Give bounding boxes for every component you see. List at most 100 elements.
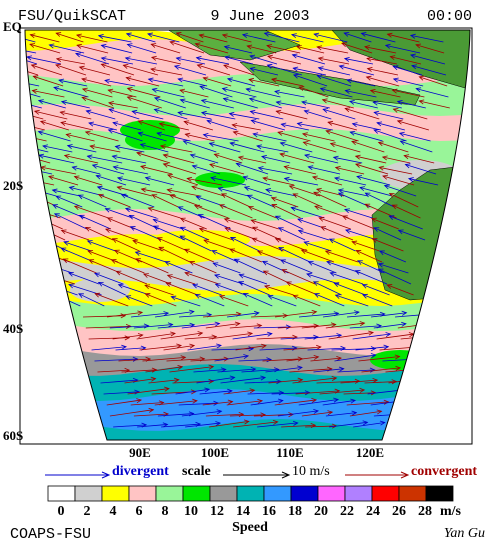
wind-vector	[82, 88, 113, 98]
wind-vector	[127, 87, 161, 98]
wind-arrowhead	[274, 89, 280, 95]
wind-arrowhead	[365, 75, 372, 81]
colorbar-swatch	[398, 485, 427, 502]
wind-vector	[147, 33, 180, 43]
wind-vector	[280, 142, 313, 153]
wind-arrowhead	[288, 185, 295, 190]
wind-arrowhead	[354, 154, 361, 160]
wind-vector	[362, 294, 393, 307]
wind-vector	[257, 422, 298, 428]
wind-vector	[112, 155, 147, 164]
wind-vector	[335, 167, 365, 175]
colorbar-swatch	[209, 485, 238, 502]
wind-arrowhead	[84, 226, 91, 232]
wind-arrowhead	[372, 100, 379, 106]
wind-vector	[304, 334, 342, 340]
wind-arrowhead	[295, 45, 302, 50]
wind-vector	[247, 392, 284, 395]
wind-arrowhead	[140, 164, 146, 170]
wind-arrowhead	[173, 377, 180, 383]
wind-vector	[61, 229, 90, 241]
wind-vector	[34, 110, 68, 120]
wind-vector	[183, 140, 217, 153]
wind-arrowhead	[159, 144, 166, 150]
wind-vector	[180, 235, 212, 252]
wind-vector	[224, 56, 254, 65]
wind-vector	[325, 322, 365, 329]
wind-vector	[352, 123, 381, 131]
wind-arrowhead	[53, 213, 60, 218]
wind-arrowhead	[395, 365, 402, 371]
wind-arrowhead	[33, 109, 40, 115]
wind-vector	[220, 377, 266, 384]
wind-arrowhead	[150, 376, 157, 382]
wind-arrowhead	[158, 246, 165, 252]
wind-vector	[229, 414, 266, 417]
wind-arrowhead	[167, 173, 173, 179]
wind-arrowhead	[280, 122, 287, 128]
lon-label: 90E	[129, 445, 151, 460]
wind-arrowhead	[265, 188, 271, 193]
lon-label: 100E	[201, 445, 229, 460]
wind-vector	[226, 312, 259, 318]
wind-vector	[63, 241, 92, 252]
wind-arrowhead	[124, 207, 131, 213]
wind-arrowhead	[383, 184, 390, 190]
colorbar-label: Speed	[232, 520, 268, 535]
wind-arrowhead	[31, 88, 38, 94]
wind-vector	[75, 53, 110, 65]
wind-arrowhead	[97, 281, 104, 287]
wind-vector	[307, 347, 346, 351]
speed-patch	[150, 230, 250, 250]
wind-arrowhead	[229, 141, 236, 147]
wind-arrowhead	[326, 260, 332, 266]
wind-arrowhead	[409, 33, 416, 39]
wind-arrowhead	[261, 260, 268, 266]
wind-arrowhead	[351, 122, 358, 128]
wind-arrowhead	[313, 354, 320, 360]
wind-arrowhead	[126, 43, 133, 49]
wind-vector	[318, 57, 350, 65]
wind-vector	[140, 143, 169, 153]
wind-arrowhead	[377, 141, 384, 147]
wind-arrowhead	[208, 364, 215, 370]
wind-arrowhead	[229, 375, 236, 381]
wind-vector	[201, 99, 234, 109]
wind-arrowhead	[319, 87, 326, 93]
wind-arrowhead	[371, 238, 378, 243]
wind-arrowhead	[107, 128, 114, 134]
wind-arrowhead	[281, 269, 288, 274]
wind-vector	[101, 63, 135, 76]
wind-vector	[144, 284, 174, 296]
wind-arrowhead	[108, 101, 114, 106]
wind-arrowhead	[112, 165, 119, 171]
wind-vector	[96, 175, 127, 186]
wind-vector	[94, 358, 138, 362]
wind-arrowhead	[359, 321, 366, 327]
wind-vector	[312, 176, 343, 186]
wind-arrowhead	[124, 56, 131, 62]
wind-vector	[92, 164, 125, 175]
wind-vector	[56, 32, 84, 43]
wind-vector	[246, 88, 281, 98]
wind-arrowhead	[271, 204, 278, 209]
wind-vector	[252, 238, 284, 252]
wind-vector	[118, 284, 150, 296]
wind-vector	[345, 90, 377, 98]
wind-vector	[145, 366, 183, 373]
wind-vector	[378, 263, 409, 274]
wind-arrowhead	[249, 109, 256, 115]
wind-vector	[157, 324, 195, 329]
wind-arrowhead	[212, 262, 219, 268]
wind-vector	[281, 424, 316, 428]
legend: divergent scale 10 m/s convergent	[45, 464, 477, 479]
wind-arrowhead	[243, 186, 250, 191]
colorbar-tick-label: 28	[418, 504, 432, 519]
wind-vector	[163, 163, 197, 175]
wind-vector	[419, 100, 450, 109]
wind-vector	[370, 312, 407, 318]
wind-vector	[326, 130, 359, 142]
wind-vector	[126, 77, 160, 87]
wind-arrowhead	[203, 239, 210, 244]
wind-vector	[247, 194, 275, 208]
